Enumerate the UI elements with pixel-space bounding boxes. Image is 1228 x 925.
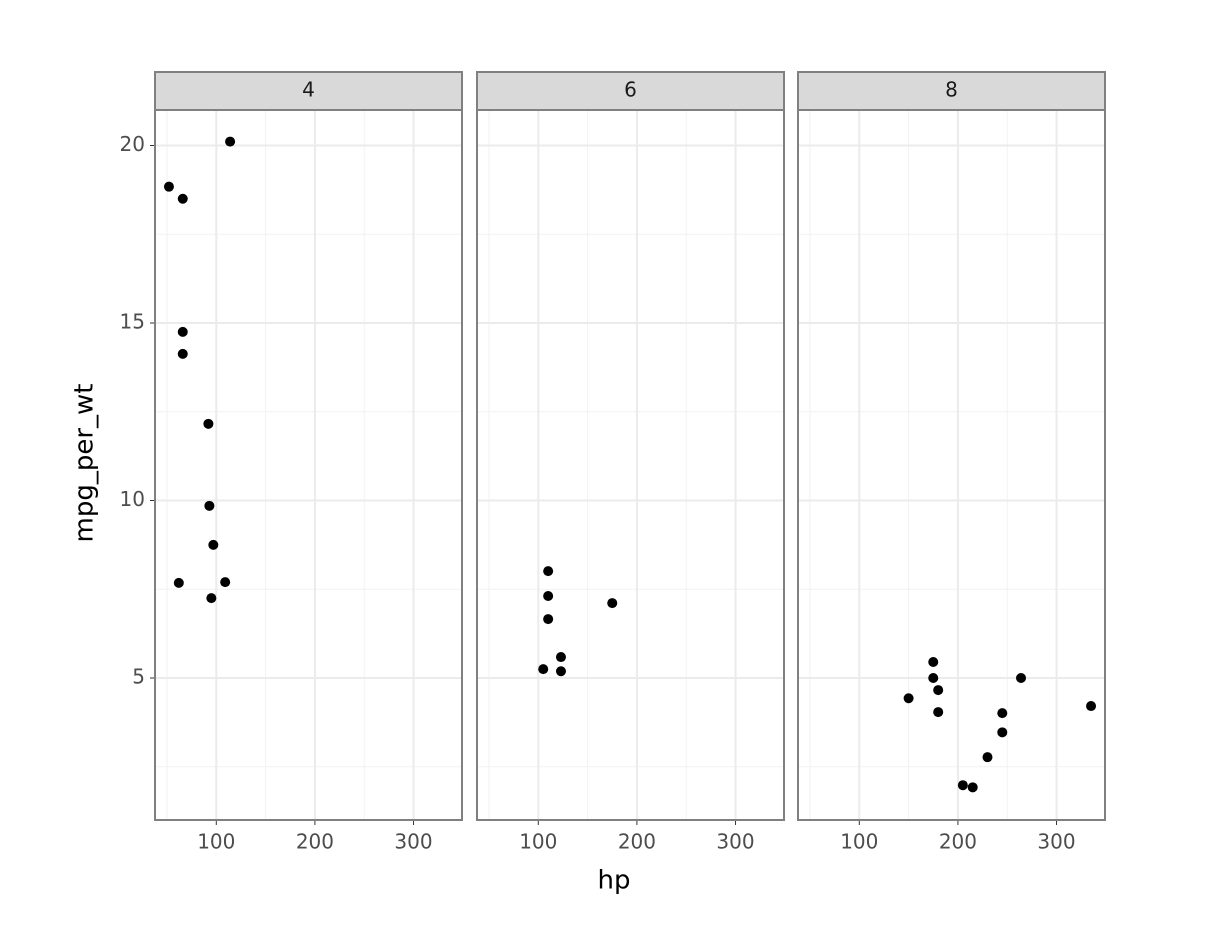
point xyxy=(203,418,214,429)
point xyxy=(206,593,217,604)
y-tick-label: 20 xyxy=(120,132,145,156)
point xyxy=(928,657,939,668)
panel-border xyxy=(476,109,785,821)
strip xyxy=(476,71,785,111)
strip-label: 8 xyxy=(945,78,958,102)
point xyxy=(543,590,554,601)
point xyxy=(933,685,944,696)
x-tick-label: 300 xyxy=(716,830,754,854)
y-tick-label: 10 xyxy=(120,487,145,511)
strip xyxy=(154,71,463,111)
point xyxy=(538,664,549,675)
point xyxy=(1086,701,1097,712)
point xyxy=(982,752,993,763)
strip-label: 6 xyxy=(624,78,637,102)
point xyxy=(163,181,174,192)
y-axis-label: mpg_per_wt xyxy=(70,384,100,543)
point xyxy=(225,136,236,147)
x-tick-label: 200 xyxy=(296,830,334,854)
x-tick-label: 300 xyxy=(394,830,432,854)
point xyxy=(543,566,554,577)
x-tick-label: 200 xyxy=(618,830,656,854)
strip-label: 4 xyxy=(302,78,315,102)
point xyxy=(555,652,566,663)
x-tick-label: 100 xyxy=(197,830,235,854)
point xyxy=(173,577,184,588)
panel-border xyxy=(797,109,1106,821)
point xyxy=(607,598,618,609)
point xyxy=(220,577,231,588)
y-tick-label: 15 xyxy=(120,310,145,334)
x-tick-label: 300 xyxy=(1037,830,1075,854)
strip xyxy=(797,71,1106,111)
point xyxy=(208,539,219,550)
y-tick-label: 5 xyxy=(132,665,145,689)
point xyxy=(928,673,939,683)
point xyxy=(555,666,566,677)
point xyxy=(957,780,968,791)
point xyxy=(204,500,215,511)
point xyxy=(177,193,188,204)
x-tick-label: 100 xyxy=(519,830,557,854)
x-axis-label: hp xyxy=(598,866,631,896)
point xyxy=(903,693,914,704)
point xyxy=(997,708,1008,719)
point xyxy=(967,782,978,793)
point xyxy=(933,707,944,718)
point xyxy=(177,326,188,337)
x-tick-label: 200 xyxy=(939,830,977,854)
point xyxy=(997,727,1008,738)
point xyxy=(543,614,554,625)
panel-background xyxy=(798,110,1105,820)
x-tick-label: 100 xyxy=(840,830,878,854)
panel-border xyxy=(154,109,463,821)
panel-background xyxy=(477,110,784,820)
panel-background xyxy=(155,110,462,820)
point xyxy=(177,348,188,359)
point xyxy=(1016,673,1027,683)
